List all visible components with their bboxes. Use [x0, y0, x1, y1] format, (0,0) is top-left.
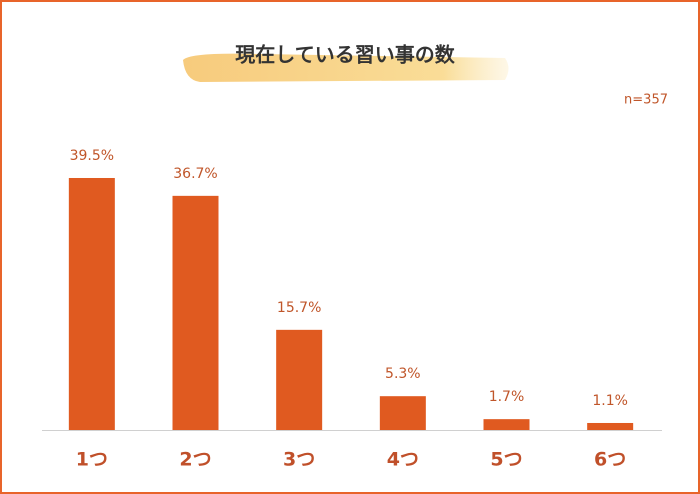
- x-tick-label: 4つ: [387, 449, 419, 471]
- sample-size: n=357: [624, 93, 668, 108]
- bar: [276, 329, 323, 430]
- bar: [68, 177, 115, 430]
- bar: [379, 396, 426, 430]
- value-label: 15.7%: [277, 300, 321, 316]
- bar: [483, 419, 530, 430]
- value-label: 1.7%: [489, 389, 525, 405]
- value-label: 39.5%: [70, 148, 114, 164]
- x-tick-label: 3つ: [283, 449, 315, 471]
- bar: [172, 195, 219, 430]
- x-tick-label: 2つ: [179, 449, 211, 471]
- value-label: 36.7%: [173, 166, 217, 182]
- value-label: 5.3%: [385, 366, 421, 382]
- value-label: 1.1%: [592, 393, 628, 409]
- title-highlight: [183, 53, 509, 82]
- x-tick-label: 5つ: [490, 449, 522, 471]
- x-tick-label: 1つ: [76, 449, 108, 471]
- chart-title: 現在している習い事の数: [235, 43, 455, 67]
- x-tick-label: 6つ: [594, 449, 626, 471]
- bar: [587, 422, 634, 430]
